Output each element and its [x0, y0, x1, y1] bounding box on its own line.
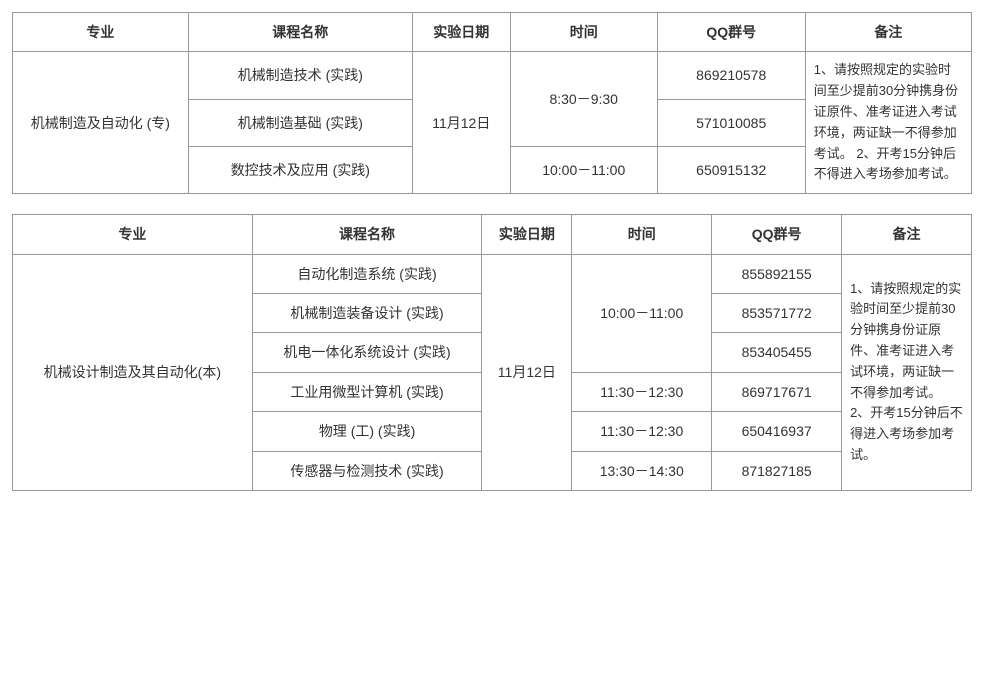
- cell-course: 传感器与检测技术 (实践): [252, 451, 482, 490]
- cell-course: 物理 (工) (实践): [252, 412, 482, 451]
- cell-qq: 869717671: [712, 372, 842, 411]
- cell-course: 机械制造技术 (实践): [188, 52, 412, 99]
- th-notes: 备注: [842, 215, 972, 254]
- cell-qq: 855892155: [712, 254, 842, 293]
- th-course: 课程名称: [188, 13, 412, 52]
- th-qq: QQ群号: [712, 215, 842, 254]
- th-date: 实验日期: [482, 215, 572, 254]
- cell-qq: 650416937: [712, 412, 842, 451]
- th-course: 课程名称: [252, 215, 482, 254]
- t2-body: 机械设计制造及其自动化(本)自动化制造系统 (实践)11月12日10:00－11…: [13, 254, 972, 490]
- cell-course: 数控技术及应用 (实践): [188, 146, 412, 193]
- cell-qq: 853405455: [712, 333, 842, 372]
- cell-course: 自动化制造系统 (实践): [252, 254, 482, 293]
- cell-time: 10:00－11:00: [572, 254, 712, 372]
- th-qq: QQ群号: [657, 13, 805, 52]
- cell-qq: 853571772: [712, 293, 842, 332]
- cell-qq: 871827185: [712, 451, 842, 490]
- cell-major: 机械设计制造及其自动化(本): [13, 254, 253, 490]
- cell-time: 8:30－9:30: [510, 52, 657, 147]
- cell-course: 工业用微型计算机 (实践): [252, 372, 482, 411]
- cell-course: 机械制造基础 (实践): [188, 99, 412, 146]
- cell-notes: 1、请按照规定的实验时间至少提前30分钟携身份证原件、准考证进入考试环境，两证缺…: [805, 52, 971, 194]
- cell-time: 13:30－14:30: [572, 451, 712, 490]
- th-date: 实验日期: [412, 13, 510, 52]
- schedule-table-2: 专业 课程名称 实验日期 时间 QQ群号 备注 机械设计制造及其自动化(本)自动…: [12, 214, 972, 491]
- cell-date: 11月12日: [412, 52, 510, 194]
- th-major: 专业: [13, 13, 189, 52]
- cell-qq: 650915132: [657, 146, 805, 193]
- cell-qq: 571010085: [657, 99, 805, 146]
- header-row: 专业 课程名称 实验日期 时间 QQ群号 备注: [13, 13, 972, 52]
- table-row: 机械制造及自动化 (专)机械制造技术 (实践)11月12日8:30－9:3086…: [13, 52, 972, 99]
- schedule-table-1: 专业 课程名称 实验日期 时间 QQ群号 备注 机械制造及自动化 (专)机械制造…: [12, 12, 972, 194]
- cell-course: 机械制造装备设计 (实践): [252, 293, 482, 332]
- cell-major: 机械制造及自动化 (专): [13, 52, 189, 194]
- th-major: 专业: [13, 215, 253, 254]
- header-row: 专业 课程名称 实验日期 时间 QQ群号 备注: [13, 215, 972, 254]
- cell-time: 11:30－12:30: [572, 412, 712, 451]
- table-row: 机械设计制造及其自动化(本)自动化制造系统 (实践)11月12日10:00－11…: [13, 254, 972, 293]
- cell-qq: 869210578: [657, 52, 805, 99]
- cell-course: 机电一体化系统设计 (实践): [252, 333, 482, 372]
- th-time: 时间: [572, 215, 712, 254]
- cell-notes: 1、请按照规定的实验时间至少提前30分钟携身份证原件、准考证进入考试环境，两证缺…: [842, 254, 972, 490]
- cell-date: 11月12日: [482, 254, 572, 490]
- cell-time: 11:30－12:30: [572, 372, 712, 411]
- t1-body: 机械制造及自动化 (专)机械制造技术 (实践)11月12日8:30－9:3086…: [13, 52, 972, 194]
- cell-time: 10:00－11:00: [510, 146, 657, 193]
- th-time: 时间: [510, 13, 657, 52]
- th-notes: 备注: [805, 13, 971, 52]
